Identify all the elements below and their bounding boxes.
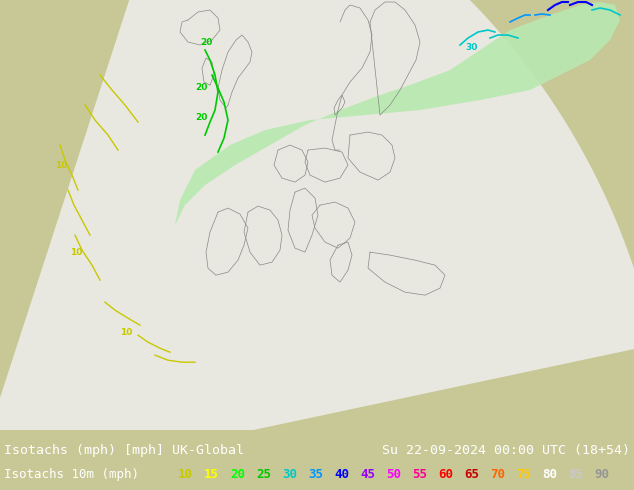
Text: 90: 90: [594, 468, 609, 481]
Text: 40: 40: [334, 468, 349, 481]
Text: 15: 15: [204, 468, 219, 481]
Text: 85: 85: [568, 468, 583, 481]
Text: 10: 10: [55, 161, 67, 170]
Text: Isotachs 10m (mph): Isotachs 10m (mph): [4, 468, 139, 481]
Text: 25: 25: [256, 468, 271, 481]
Text: 10: 10: [120, 328, 133, 337]
Text: 80: 80: [542, 468, 557, 481]
Text: 70: 70: [490, 468, 505, 481]
Text: 65: 65: [464, 468, 479, 481]
Text: 20: 20: [195, 83, 207, 92]
Text: 35: 35: [308, 468, 323, 481]
Text: Su 22-09-2024 00:00 UTC (18+54): Su 22-09-2024 00:00 UTC (18+54): [382, 444, 630, 457]
Text: 20: 20: [230, 468, 245, 481]
Text: 10: 10: [178, 468, 193, 481]
Text: 60: 60: [438, 468, 453, 481]
Polygon shape: [175, 2, 620, 225]
Text: 75: 75: [516, 468, 531, 481]
Text: 55: 55: [412, 468, 427, 481]
Text: Isotachs (mph) [mph] UK-Global: Isotachs (mph) [mph] UK-Global: [4, 444, 244, 457]
Text: 45: 45: [360, 468, 375, 481]
Text: 10: 10: [70, 248, 82, 257]
Text: 30: 30: [465, 43, 477, 52]
Text: 20: 20: [195, 113, 207, 122]
Text: 50: 50: [386, 468, 401, 481]
Text: 30: 30: [282, 468, 297, 481]
Text: 20: 20: [200, 38, 212, 47]
